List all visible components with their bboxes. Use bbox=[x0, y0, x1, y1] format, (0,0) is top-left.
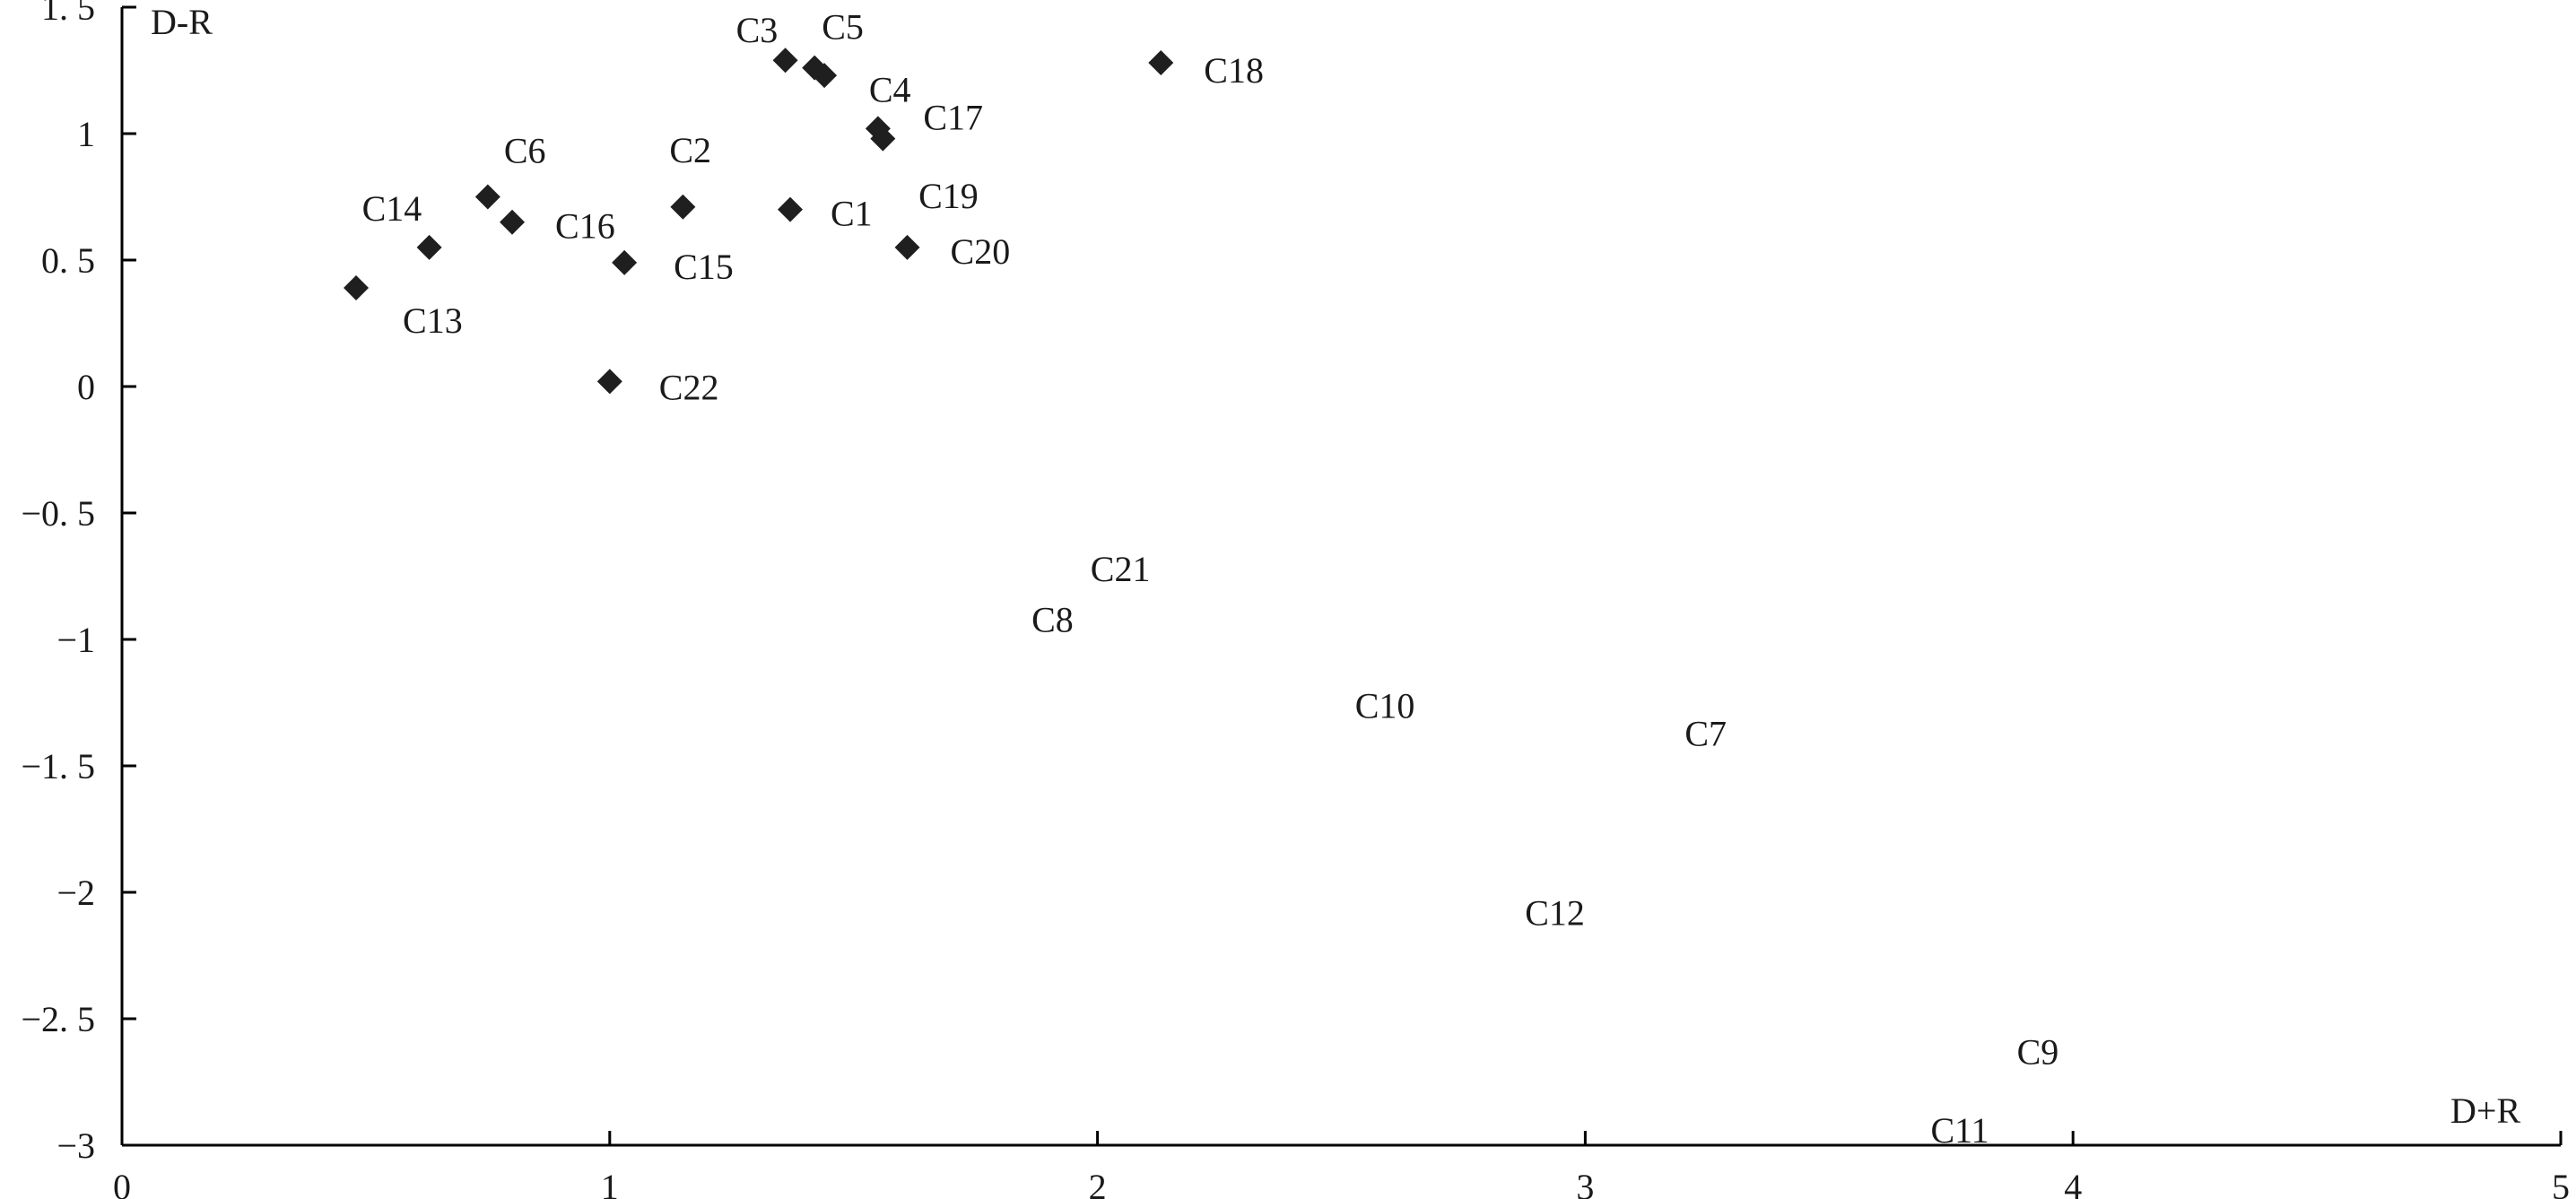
point-label-c6: C6 bbox=[504, 131, 546, 171]
y-tick-label: −1. 5 bbox=[21, 746, 95, 786]
y-tick-label: 0. 5 bbox=[41, 240, 95, 281]
y-tick-label: 1 bbox=[77, 114, 95, 154]
point-label-c13: C13 bbox=[403, 300, 463, 341]
point-label-c18: C18 bbox=[1204, 50, 1264, 91]
x-axis-label: D+R bbox=[2450, 1090, 2520, 1131]
point-label-c8: C8 bbox=[1031, 599, 1074, 639]
marker-c3 bbox=[772, 48, 798, 74]
marker-c1 bbox=[778, 196, 804, 222]
marker-c20 bbox=[894, 234, 920, 260]
marker-c16 bbox=[500, 209, 526, 235]
point-label-c14: C14 bbox=[362, 188, 422, 229]
y-tick-label: −2 bbox=[57, 873, 95, 913]
point-label-c4: C4 bbox=[869, 69, 911, 109]
y-tick-label: 1. 5 bbox=[41, 0, 95, 28]
x-tick-label: 4 bbox=[2064, 1167, 2082, 1199]
point-label-c11: C11 bbox=[1930, 1110, 1989, 1151]
y-tick-label: −2. 5 bbox=[21, 999, 95, 1039]
marker-c13 bbox=[344, 275, 370, 301]
point-label-c10: C10 bbox=[1355, 685, 1415, 725]
point-label-c9: C9 bbox=[2017, 1032, 2059, 1073]
y-axis-label: D-R bbox=[151, 2, 213, 42]
point-label-c19: C19 bbox=[918, 176, 979, 216]
marker-c18 bbox=[1148, 50, 1174, 76]
point-label-c22: C22 bbox=[659, 367, 719, 407]
point-label-c16: C16 bbox=[555, 206, 615, 247]
point-label-c3: C3 bbox=[736, 10, 779, 50]
axes: D-R D+R bbox=[120, 2, 2561, 1147]
point-label-c7: C7 bbox=[1684, 713, 1727, 753]
point-label-c1: C1 bbox=[831, 194, 873, 234]
x-tick-label: 0 bbox=[113, 1167, 131, 1199]
point-label-c12: C12 bbox=[1525, 893, 1585, 934]
marker-c14 bbox=[416, 234, 442, 260]
x-tick-label: 5 bbox=[2552, 1167, 2570, 1199]
marker-c17 bbox=[870, 126, 896, 152]
point-label-c20: C20 bbox=[951, 231, 1011, 272]
y-tick-label: −1 bbox=[57, 620, 95, 660]
marker-c19 bbox=[812, 63, 838, 89]
y-ticks: 1. 5 1 0. 5 0 −0. 5 −1 −1. 5 −2 −2. 5 −3 bbox=[21, 0, 136, 1166]
marker-c15 bbox=[612, 249, 638, 275]
point-label-c17: C17 bbox=[923, 98, 983, 138]
x-tick-label: 2 bbox=[1089, 1167, 1107, 1199]
y-tick-label: 0 bbox=[77, 367, 95, 407]
y-tick-label: −3 bbox=[57, 1125, 95, 1166]
x-ticks: 0 1 2 3 4 5 bbox=[113, 1131, 2570, 1199]
marker-c22 bbox=[596, 369, 622, 395]
point-label-c21: C21 bbox=[1091, 549, 1151, 589]
marker-c6 bbox=[474, 184, 500, 210]
point-label-c2: C2 bbox=[669, 130, 711, 170]
marker-c2 bbox=[670, 194, 696, 220]
x-tick-label: 3 bbox=[1576, 1167, 1594, 1199]
data-markers bbox=[344, 48, 1174, 395]
point-label-c15: C15 bbox=[674, 247, 734, 287]
y-tick-label: −0. 5 bbox=[21, 493, 95, 534]
x-tick-label: 1 bbox=[601, 1167, 619, 1199]
point-label-c5: C5 bbox=[822, 7, 864, 48]
